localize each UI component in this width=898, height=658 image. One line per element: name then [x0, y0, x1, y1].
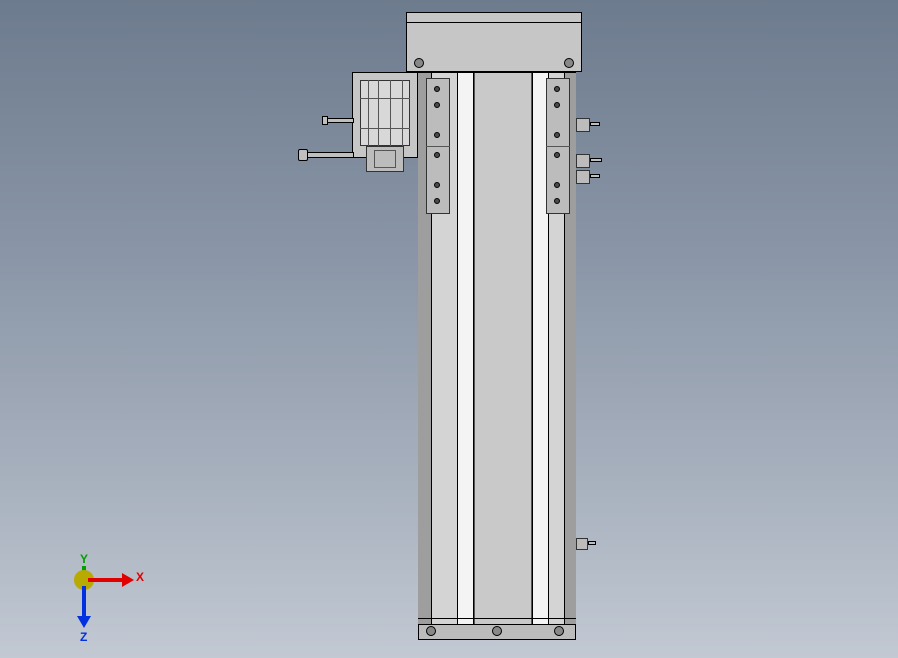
column-top-seam — [418, 72, 576, 73]
carriage-right-hole-1 — [554, 86, 560, 92]
rail-left-white — [458, 72, 474, 640]
motor-cyl-hline-2 — [360, 128, 410, 129]
z-axis-icon — [82, 586, 86, 618]
motor-pin-lower-tip — [298, 149, 308, 161]
motor-cyl-hline-1 — [360, 98, 410, 99]
bottom-screw-2 — [492, 626, 502, 636]
carriage-right-hole-3 — [554, 132, 560, 138]
carriage-right-hole-2 — [554, 102, 560, 108]
carriage-right-hole-5 — [554, 182, 560, 188]
x-axis-arrow-icon — [122, 573, 134, 587]
carriage-left-hole-4 — [434, 152, 440, 158]
x-axis-label: X — [136, 570, 144, 584]
rail-center — [474, 72, 532, 640]
top-screw-left — [414, 58, 424, 68]
bottom-screw-1 — [426, 626, 436, 636]
motor-cyl-line-4 — [402, 80, 403, 146]
bottom-seam — [418, 618, 576, 619]
carriage-right-hole-4 — [554, 152, 560, 158]
top-screw-right — [564, 58, 574, 68]
side-stud-2 — [590, 158, 602, 162]
motor-cyl-line-3 — [390, 80, 391, 146]
carriage-left-hole-6 — [434, 198, 440, 204]
side-stud-1 — [590, 122, 600, 126]
bottom-right-stud — [588, 541, 596, 545]
side-block-3 — [576, 170, 590, 184]
carriage-plate-left-mid-line — [426, 146, 450, 147]
z-axis-arrow-icon — [77, 616, 91, 628]
side-block-2 — [576, 154, 590, 168]
carriage-right-hole-6 — [554, 198, 560, 204]
view-orientation-triad[interactable]: X Y Z — [60, 530, 140, 610]
carriage-left-hole-3 — [434, 132, 440, 138]
y-axis-label: Y — [80, 552, 88, 566]
side-block-1 — [576, 118, 590, 132]
top-head-block — [406, 12, 582, 72]
carriage-left-hole-1 — [434, 86, 440, 92]
z-axis-label: Z — [80, 630, 87, 644]
x-axis-icon — [88, 578, 124, 582]
top-head-inner-line — [406, 22, 582, 23]
motor-pin-upper-tip — [322, 116, 328, 125]
carriage-left-hole-2 — [434, 102, 440, 108]
bottom-screw-3 — [554, 626, 564, 636]
motor-cyl-line-2 — [378, 80, 379, 146]
motor-cyl-line-1 — [368, 80, 369, 146]
carriage-plate-right-mid-line — [546, 146, 570, 147]
motor-hub-inner — [374, 150, 396, 168]
cad-viewport[interactable]: X Y Z — [0, 0, 898, 658]
carriage-left-hole-5 — [434, 182, 440, 188]
motor-pin-upper — [326, 118, 354, 123]
motor-pin-lower — [306, 152, 354, 158]
bottom-right-stud-block — [576, 538, 588, 550]
side-stud-3 — [590, 174, 600, 178]
